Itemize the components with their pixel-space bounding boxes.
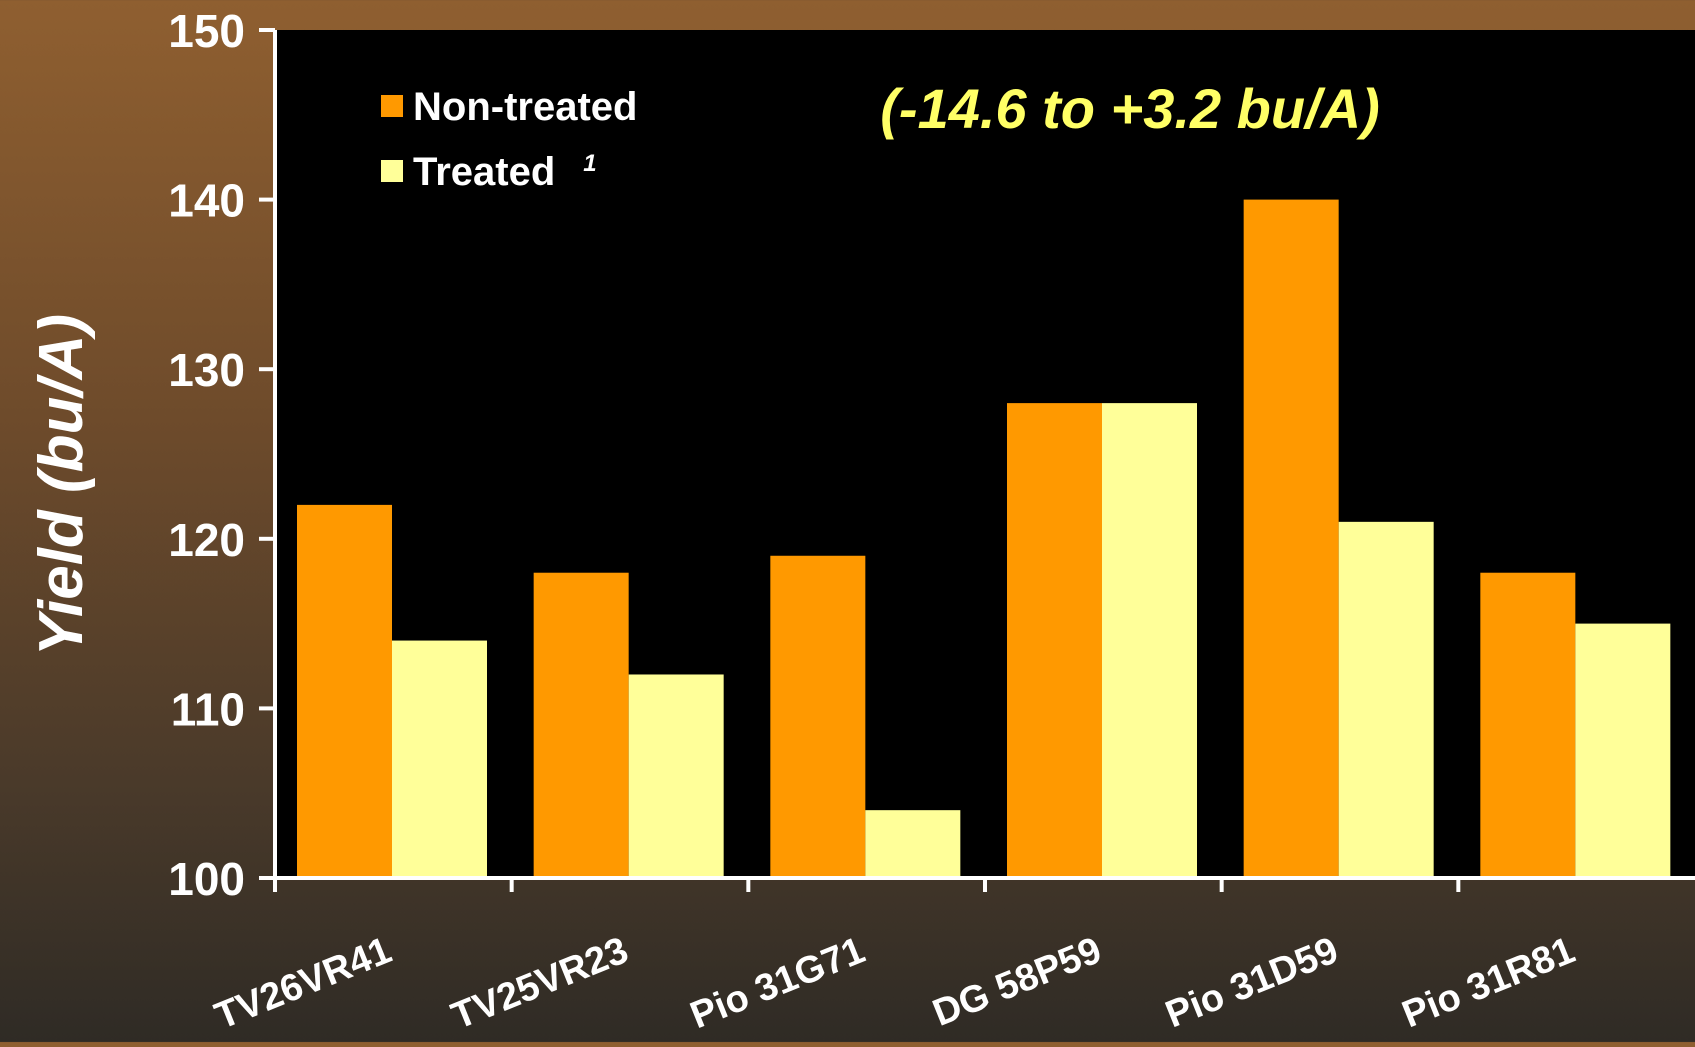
chart-annotation: (-14.6 to +3.2 bu/A)	[880, 77, 1379, 140]
legend-label-treated: Treated 1	[413, 150, 597, 194]
plot-area	[275, 30, 1695, 878]
x-tick-label: Pio 31G71	[685, 929, 871, 1037]
x-tick-label: Pio 31D59	[1160, 929, 1344, 1036]
y-tick-label: 140	[168, 175, 245, 227]
bar-non-treated-2	[533, 572, 629, 878]
bar-treated-1	[392, 640, 487, 878]
y-axis-label: Yield (bu/A)	[27, 314, 96, 656]
bars-layer	[297, 199, 1671, 879]
bar-treated-3	[865, 810, 961, 878]
x-tick-label: DG 58P59	[927, 929, 1107, 1034]
bar-treated-5	[1338, 521, 1434, 878]
x-tick-label: TV26VR41	[209, 929, 397, 1038]
bar-treated-4	[1102, 403, 1197, 878]
bar-non-treated-6	[1480, 572, 1576, 878]
legend-swatch-non-treated	[381, 95, 403, 117]
bar-treated-6	[1575, 623, 1671, 878]
y-tick-label: 110	[171, 683, 245, 735]
y-tick-label: 130	[168, 344, 245, 396]
y-tick-label: 120	[168, 514, 245, 566]
x-tick-label: Pio 31R81	[1397, 929, 1581, 1036]
bar-non-treated-5	[1243, 199, 1339, 879]
y-tick-label: 150	[168, 5, 245, 57]
legend-treated-superscript: 1	[583, 150, 596, 177]
bar-non-treated-3	[770, 555, 866, 878]
bar-treated-2	[628, 674, 724, 878]
bar-non-treated-1	[297, 504, 392, 878]
y-tick-label: 100	[168, 853, 245, 905]
legend: Non-treated Treated 1	[381, 85, 637, 194]
x-tick-label: TV25VR23	[446, 929, 634, 1038]
legend-label-non-treated: Non-treated	[413, 85, 637, 129]
bar-non-treated-4	[1007, 403, 1102, 878]
legend-swatch-treated	[381, 160, 403, 182]
legend-treated-name: Treated	[413, 150, 555, 194]
